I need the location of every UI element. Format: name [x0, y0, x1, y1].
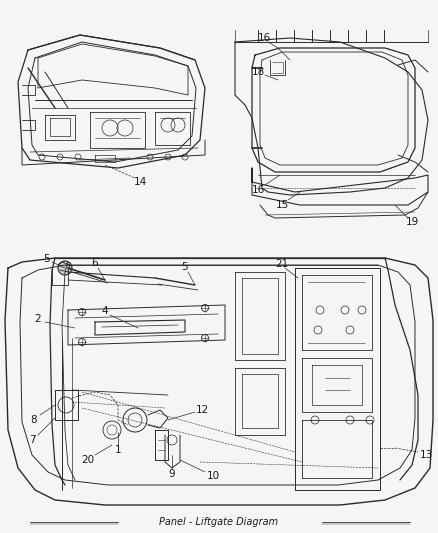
Text: 10: 10: [206, 471, 219, 481]
Text: 18: 18: [251, 67, 265, 77]
Text: 13: 13: [419, 450, 433, 460]
Circle shape: [58, 261, 72, 275]
Text: 7: 7: [28, 435, 35, 445]
Text: 21: 21: [276, 259, 289, 269]
Text: 2: 2: [35, 314, 41, 324]
Text: Panel - Liftgate Diagram: Panel - Liftgate Diagram: [159, 517, 279, 527]
Text: 16: 16: [258, 33, 271, 43]
Text: 9: 9: [169, 469, 175, 479]
Text: 6: 6: [92, 258, 98, 268]
Text: 1: 1: [115, 445, 121, 455]
Text: 8: 8: [31, 415, 37, 425]
Text: 16: 16: [251, 185, 265, 195]
Text: 4: 4: [102, 306, 108, 316]
Text: 5: 5: [182, 262, 188, 272]
Text: 14: 14: [134, 177, 147, 187]
Text: 20: 20: [81, 455, 95, 465]
Text: 5: 5: [42, 254, 49, 264]
Text: 15: 15: [276, 200, 289, 210]
Text: 12: 12: [195, 405, 208, 415]
Text: 19: 19: [406, 217, 419, 227]
